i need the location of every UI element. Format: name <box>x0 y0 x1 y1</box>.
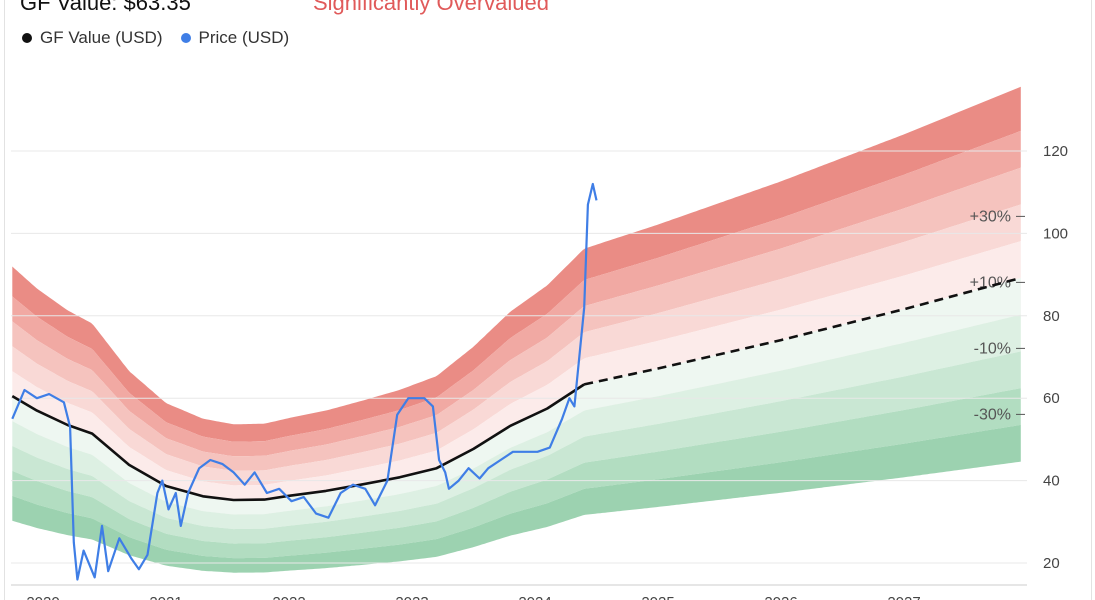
y-tick-label: 80 <box>1043 308 1060 325</box>
x-tick-label: 2027 <box>887 594 920 600</box>
gf-value-dot-icon <box>22 33 32 43</box>
gf-value-projection-line <box>583 276 1022 386</box>
y-tick-label: 40 <box>1043 473 1060 490</box>
x-tick-label: 2021 <box>149 594 182 600</box>
gf-value-title-text: GF Value: $63.35 <box>20 0 191 15</box>
y-tick-label: 20 <box>1043 555 1060 572</box>
x-tick-label: 2023 <box>395 594 428 600</box>
x-tick-label: 2024 <box>518 594 551 600</box>
legend-label-price: Price (USD) <box>198 28 290 47</box>
y-tick-label: 60 <box>1043 390 1060 407</box>
gf-value-title: GF Value: $63.35 <box>20 0 191 16</box>
x-tick-label: 2022 <box>272 594 305 600</box>
band-label: -10% <box>974 340 1011 357</box>
x-tick-label: 2025 <box>641 594 674 600</box>
gf-value-line <box>11 383 585 502</box>
valuation-verdict: Significantly Overvalued <box>313 0 550 15</box>
x-tick-label: 2026 <box>764 594 797 600</box>
y-tick-label: 120 <box>1043 143 1068 160</box>
legend-item-gf-value[interactable]: GF Value (USD) <box>22 28 163 48</box>
x-tick-label: 2020 <box>26 594 59 600</box>
legend-item-price[interactable]: Price (USD) <box>180 28 290 48</box>
band-label: +30% <box>970 208 1011 225</box>
price-dot-icon <box>180 33 191 43</box>
band-label: -30% <box>974 406 1011 423</box>
chart-legend: GF Value (USD) Price (USD) <box>22 28 289 48</box>
band-label: +10% <box>970 274 1011 291</box>
y-tick-label: 100 <box>1043 225 1068 242</box>
legend-label-gf-value: GF Value (USD) <box>40 28 163 47</box>
price-line <box>11 182 598 581</box>
chart-frame <box>4 0 1092 600</box>
